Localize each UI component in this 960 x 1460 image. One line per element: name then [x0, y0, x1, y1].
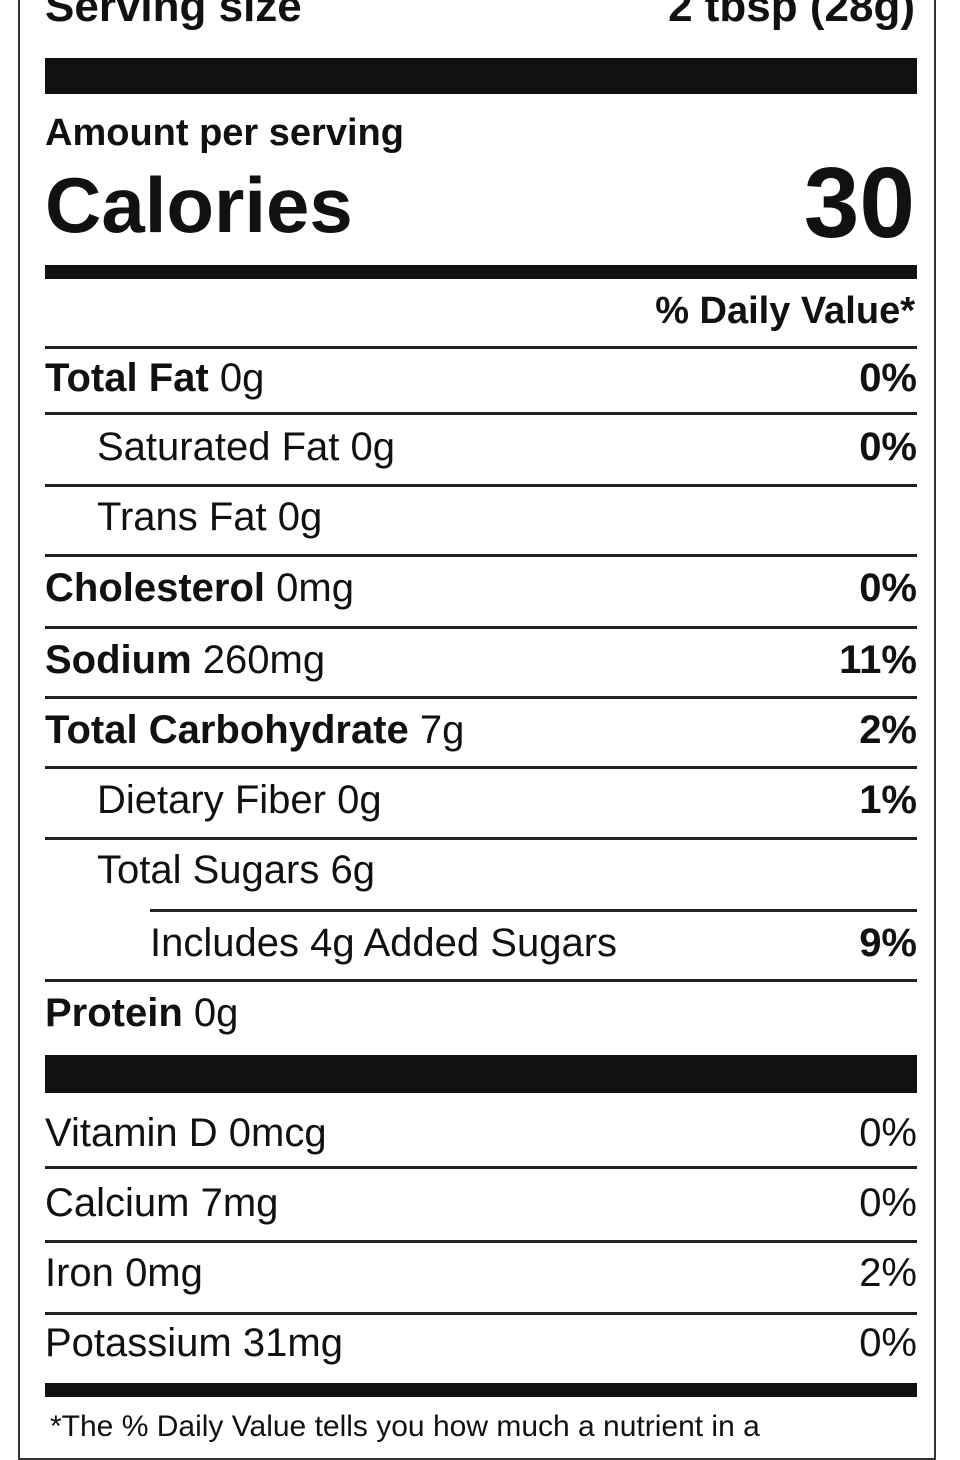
rule — [45, 346, 917, 349]
serving-label: Serving size — [45, 0, 302, 31]
rule — [45, 837, 917, 840]
nutrient-dv: 2% — [859, 708, 917, 752]
rule — [45, 484, 917, 487]
vitamin-dv: 0% — [859, 1111, 917, 1155]
amount-per-serving: Amount per serving — [45, 112, 404, 154]
nutrient-amount: 0mg — [276, 566, 354, 610]
nutrient-amount: 0g — [193, 991, 239, 1035]
calories-value: 30 — [803, 147, 915, 259]
nutrient-name: Trans Fat — [97, 495, 267, 539]
nutrient-row: Saturated Fat 0g 0% — [45, 417, 917, 477]
rule — [45, 626, 917, 629]
vitamin-row: Potassium 31mg 0% — [45, 1313, 917, 1373]
vitamin-name: Potassium — [45, 1321, 232, 1365]
nutrient-row: Dietary Fiber 0g 1% — [45, 770, 917, 830]
vitamin-name: Iron — [45, 1251, 114, 1295]
thick-rule — [45, 58, 917, 94]
rule — [45, 1166, 917, 1169]
nutrient-dv: 1% — [859, 778, 917, 822]
vitamin-row: Vitamin D 0mcg 0% — [45, 1103, 917, 1163]
vitamin-row: Iron 0mg 2% — [45, 1243, 917, 1303]
nutrient-row: Total Carbohydrate 7g 2% — [45, 700, 917, 760]
nutrient-name: Protein — [45, 991, 183, 1035]
vitamin-dv: 0% — [859, 1321, 917, 1365]
medium-rule — [45, 265, 917, 279]
vitamin-row: Calcium 7mg 0% — [45, 1173, 917, 1233]
nutrient-dv: 9% — [859, 921, 917, 965]
nutrient-row: Trans Fat 0g — [45, 487, 917, 547]
vitamin-amount: 31mg — [242, 1321, 343, 1365]
rule — [45, 979, 917, 982]
rule — [45, 554, 917, 557]
nutrient-row: Total Fat 0g 0% — [45, 348, 917, 408]
serving-value: 2 tbsp (28g) — [668, 0, 915, 31]
vitamin-amount: 0mg — [125, 1251, 203, 1295]
nutrient-dv: 0% — [859, 566, 917, 610]
footnote: *The % Daily Value tells you how much a … — [50, 1410, 760, 1443]
thick-rule — [45, 1055, 917, 1093]
nutrient-amount: 0g — [277, 495, 323, 539]
nutrient-dv: 11% — [839, 638, 917, 682]
vitamin-dv: 2% — [859, 1251, 917, 1295]
medium-rule — [45, 1383, 917, 1397]
nutrient-row: Includes 4g Added Sugars 9% — [45, 913, 917, 973]
nutrient-name: Total Sugars — [97, 848, 320, 892]
nutrient-amount: 0g — [219, 356, 265, 400]
nutrient-row: Sodium 260mg 11% — [45, 630, 917, 690]
rule — [45, 696, 917, 699]
nutrient-name: Total Carbohydrate — [45, 708, 409, 752]
rule — [150, 909, 917, 912]
daily-value-header: % Daily Value* — [655, 290, 915, 332]
vitamin-amount: 7mg — [200, 1181, 279, 1225]
nutrient-row: Total Sugars 6g — [45, 840, 917, 900]
nutrient-name: Total Fat — [45, 356, 209, 400]
vitamin-dv: 0% — [859, 1181, 917, 1225]
nutrient-name: Sodium — [45, 638, 192, 682]
rule — [45, 766, 917, 769]
nutrient-amount: 6g — [330, 848, 375, 892]
calories-label: Calories — [45, 161, 353, 249]
nutrient-name: Dietary Fiber — [97, 778, 326, 822]
nutrient-amount: 0g — [337, 778, 382, 822]
vitamin-name: Calcium — [45, 1181, 190, 1225]
nutrient-name: Includes 4g Added Sugars — [150, 921, 618, 965]
rule — [45, 412, 917, 415]
nutrient-amount: 0g — [350, 425, 396, 469]
nutrient-row: Protein 0g — [45, 983, 917, 1043]
rule — [45, 1312, 917, 1315]
nutrient-dv: 0% — [859, 356, 917, 400]
nutrient-row: Cholesterol 0mg 0% — [45, 558, 917, 618]
nutrient-amount: 7g — [419, 708, 465, 752]
nutrient-dv: 0% — [859, 425, 917, 469]
rule — [45, 1240, 917, 1243]
vitamin-amount: 0mcg — [228, 1111, 327, 1155]
vitamin-name: Vitamin D — [45, 1111, 218, 1155]
nutrient-amount: 260mg — [202, 638, 326, 682]
nutrient-name: Saturated Fat — [97, 425, 340, 469]
nutrient-name: Cholesterol — [45, 566, 266, 610]
